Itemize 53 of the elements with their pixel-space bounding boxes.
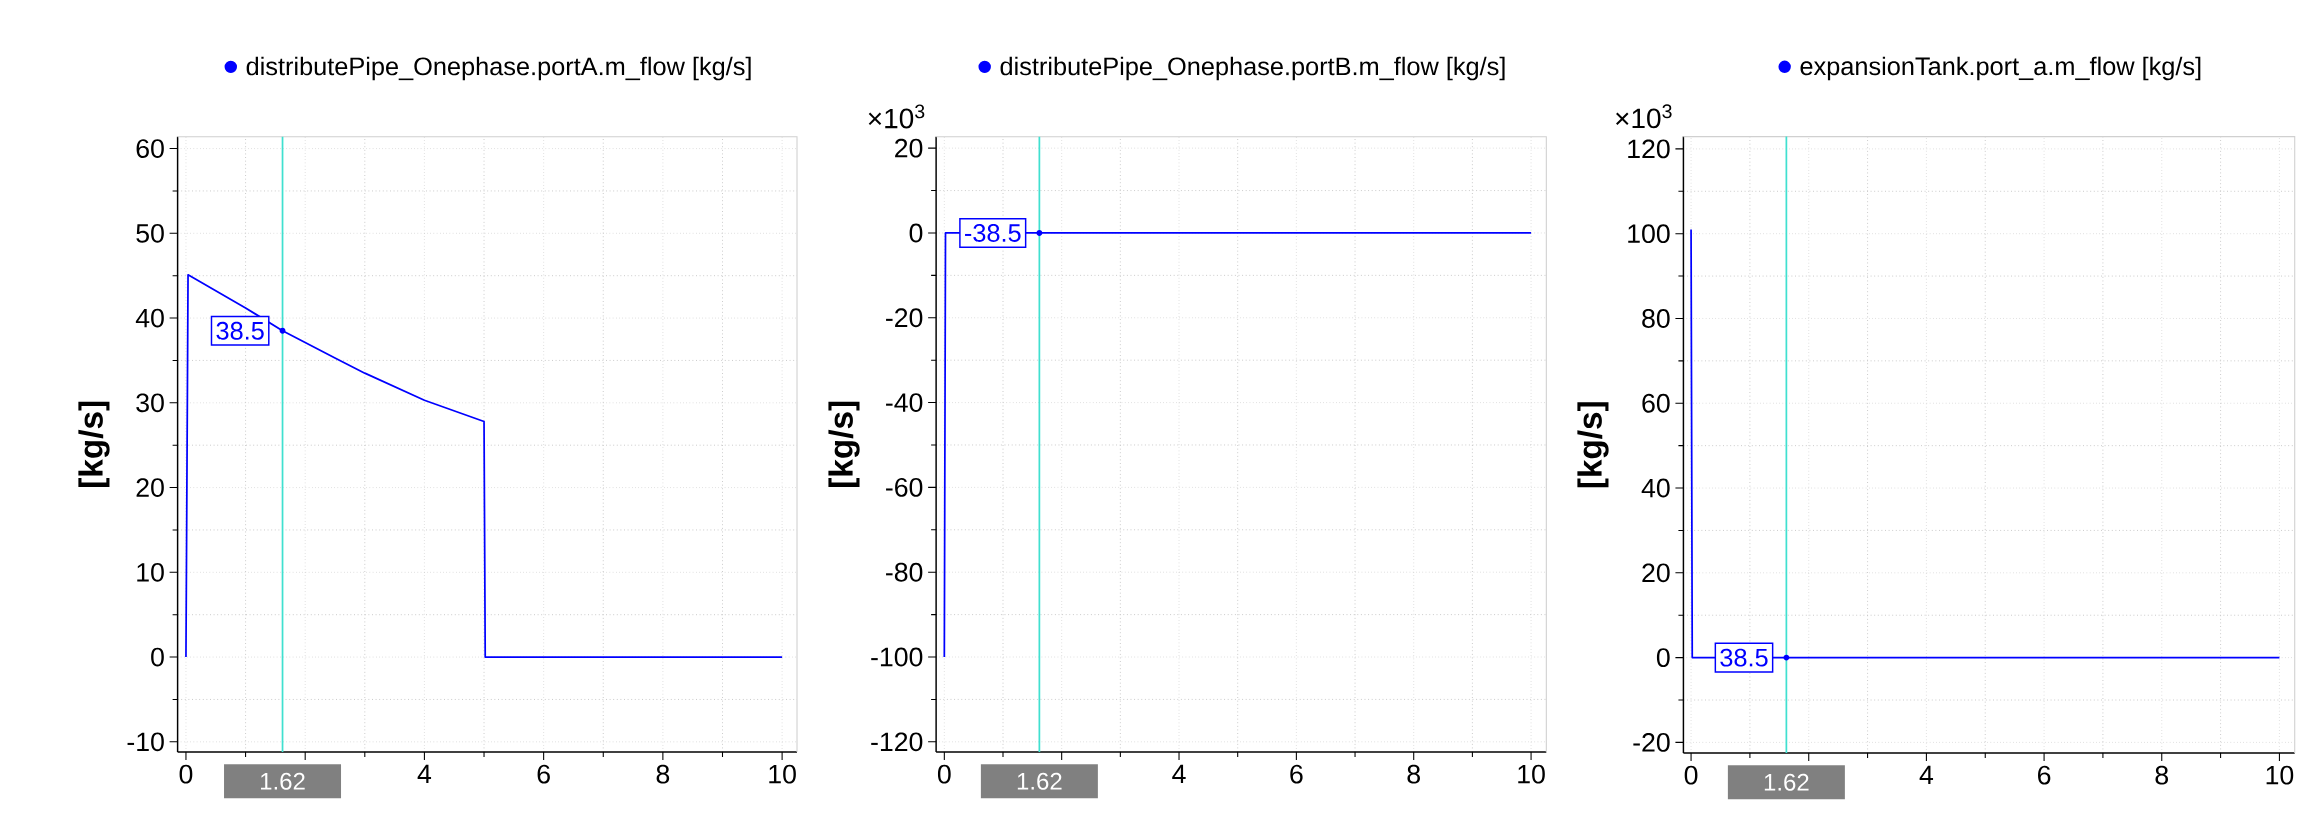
x-tick-label: 8	[1407, 764, 1420, 784]
x-tick-label: 8	[656, 764, 670, 784]
y-axis-title: [kg/s]	[1577, 402, 1609, 488]
line-series	[185, 273, 783, 658]
x-tick-label: 6	[537, 764, 550, 784]
y-tick-label: 100	[1628, 224, 1670, 244]
annotation: 38.5	[1720, 648, 1768, 667]
y-tick-label: -20	[886, 308, 923, 328]
y-tick-label: -20	[1633, 732, 1670, 752]
ref-line-label: 1.62	[1017, 772, 1062, 790]
y-tick-label: -10	[127, 732, 164, 752]
y-tick-label: 80	[1642, 309, 1670, 328]
y-tick-label: -80	[886, 562, 923, 582]
x-tick-label: 0	[179, 764, 193, 784]
x-tick-label: 10	[769, 764, 796, 784]
x-tick-label: 8	[2155, 765, 2169, 785]
ref-line-label: 1.62	[261, 772, 305, 790]
ref-line-label: 1.62	[1764, 773, 1809, 791]
legend-label: distributePipe_Onephase.portA.m_flow [kg/s]	[246, 56, 751, 81]
x-tick-label: 4	[417, 764, 432, 784]
y-tick-label: -60	[886, 477, 923, 497]
y-tick-label: 20	[895, 138, 923, 158]
x-tick-label: 10	[1518, 764, 1545, 784]
y-axis-title: [kg/s]	[828, 401, 860, 487]
y-axis-title: [kg/s]	[78, 401, 110, 487]
y-tick-label: 0	[151, 647, 164, 667]
x-tick-label: 4	[1919, 765, 1934, 785]
x-tick-label: 6	[2038, 765, 2051, 785]
y-tick-label: -100	[871, 647, 923, 667]
y-tick-label: 60	[136, 139, 164, 158]
legend-label: expansionTank.port_a.m_flow [kg/s]	[1800, 56, 2201, 81]
x-tick-label: 10	[2266, 765, 2294, 785]
y-tick-label: 0	[909, 223, 923, 243]
y-tick-label: 30	[136, 393, 164, 413]
y-tick-label: -120	[871, 732, 923, 752]
x-tick-label: 0	[937, 764, 951, 784]
text: ×10$^{3}$	[868, 104, 925, 129]
annotation: -38.5	[965, 223, 1021, 242]
y-tick-label: 40	[135, 308, 164, 328]
y-tick-label: 60	[1642, 393, 1670, 413]
legend-label: distributePipe_Onephase.portB.m_flow [kg/s]	[1000, 56, 1505, 81]
y-tick-label: 40	[1641, 478, 1670, 498]
y-tick-label: 120	[1628, 139, 1670, 159]
y-tick-label: 0	[1656, 648, 1670, 668]
x-tick-label: 6	[1290, 764, 1303, 784]
y-tick-label: 50	[136, 223, 164, 243]
x-tick-label: 0	[1684, 765, 1698, 785]
y-tick-label: -40	[886, 393, 923, 413]
y-tick-label: 20	[136, 478, 164, 497]
y-tick-label: 20	[1642, 563, 1670, 583]
text: ×10$^{3}$	[1616, 104, 1672, 129]
x-tick-label: 4	[1172, 764, 1186, 784]
y-tick-label: 10	[137, 562, 164, 582]
